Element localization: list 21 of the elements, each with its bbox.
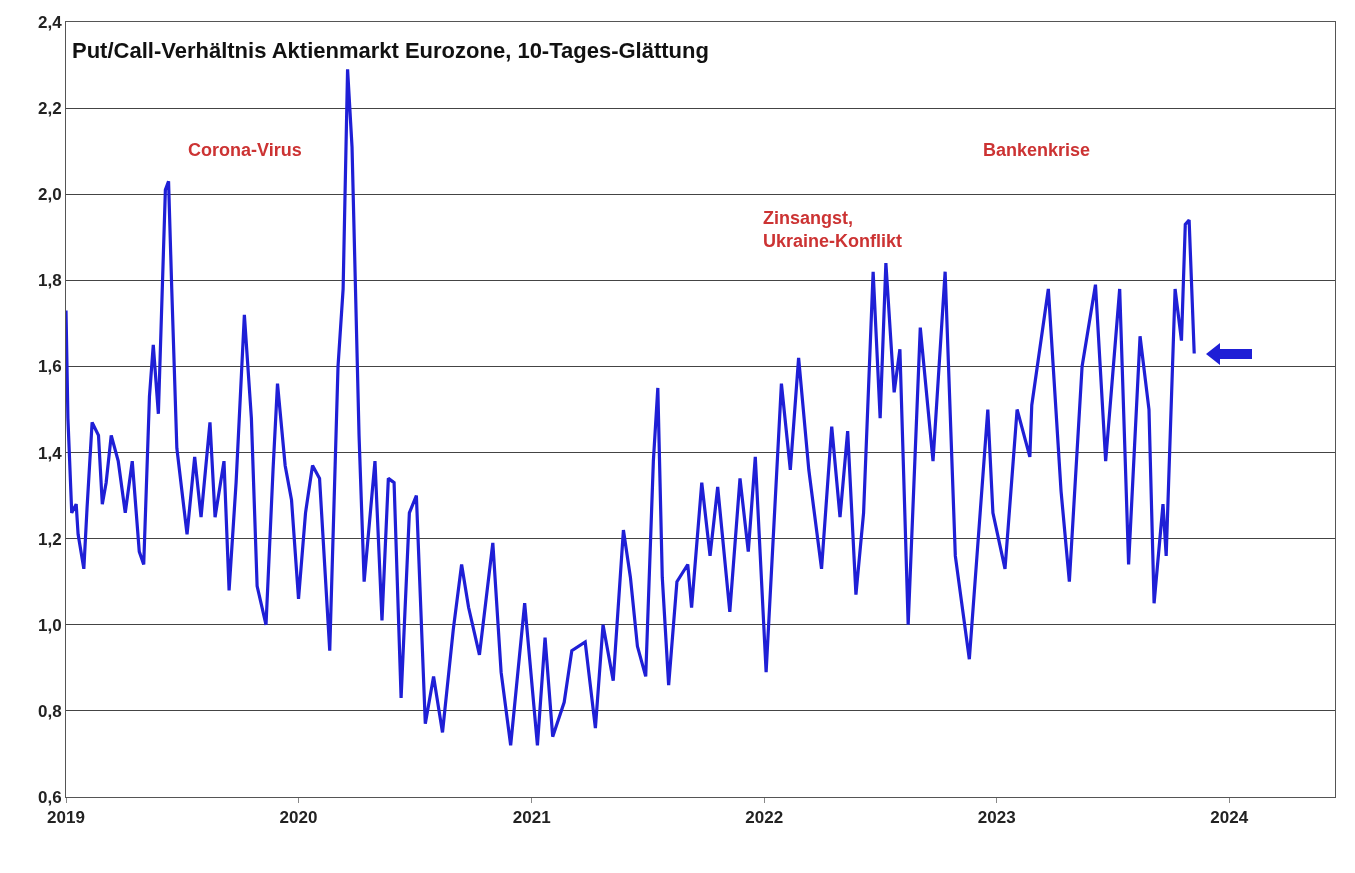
y-tick-label: 1,8 <box>37 271 62 291</box>
y-tick-label: 1,6 <box>37 357 62 377</box>
y-tick-label: 2,0 <box>37 185 62 205</box>
y-tick-label: 0,6 <box>37 787 62 807</box>
x-tick-label: 2020 <box>279 808 318 828</box>
line-series <box>66 67 1196 747</box>
y-tick-label: 1,2 <box>37 529 62 549</box>
y-tick-label: 2,4 <box>37 12 63 32</box>
x-tick-label: 2024 <box>1210 808 1249 828</box>
y-tick-label: 0,8 <box>37 701 62 721</box>
y-tick-label: 1,4 <box>37 443 63 463</box>
annotation: Corona-Virus <box>188 140 302 160</box>
x-tick-label: 2022 <box>745 808 784 828</box>
x-tick-label: 2023 <box>977 808 1016 828</box>
text: Put/Call-Verhältnis Aktienmarkt Eurozone, 10-Tages-Glättung <box>72 37 709 63</box>
y-tick-label: 1,0 <box>37 615 62 635</box>
x-tick-label: 2019 <box>47 808 85 828</box>
x-tick-label: 2021 <box>512 808 551 828</box>
y-tick-label: 2,2 <box>37 99 62 119</box>
annotation: Zinsangst, Ukraine-Konflikt <box>763 208 903 252</box>
annotation: Bankenkrise <box>983 140 1091 160</box>
